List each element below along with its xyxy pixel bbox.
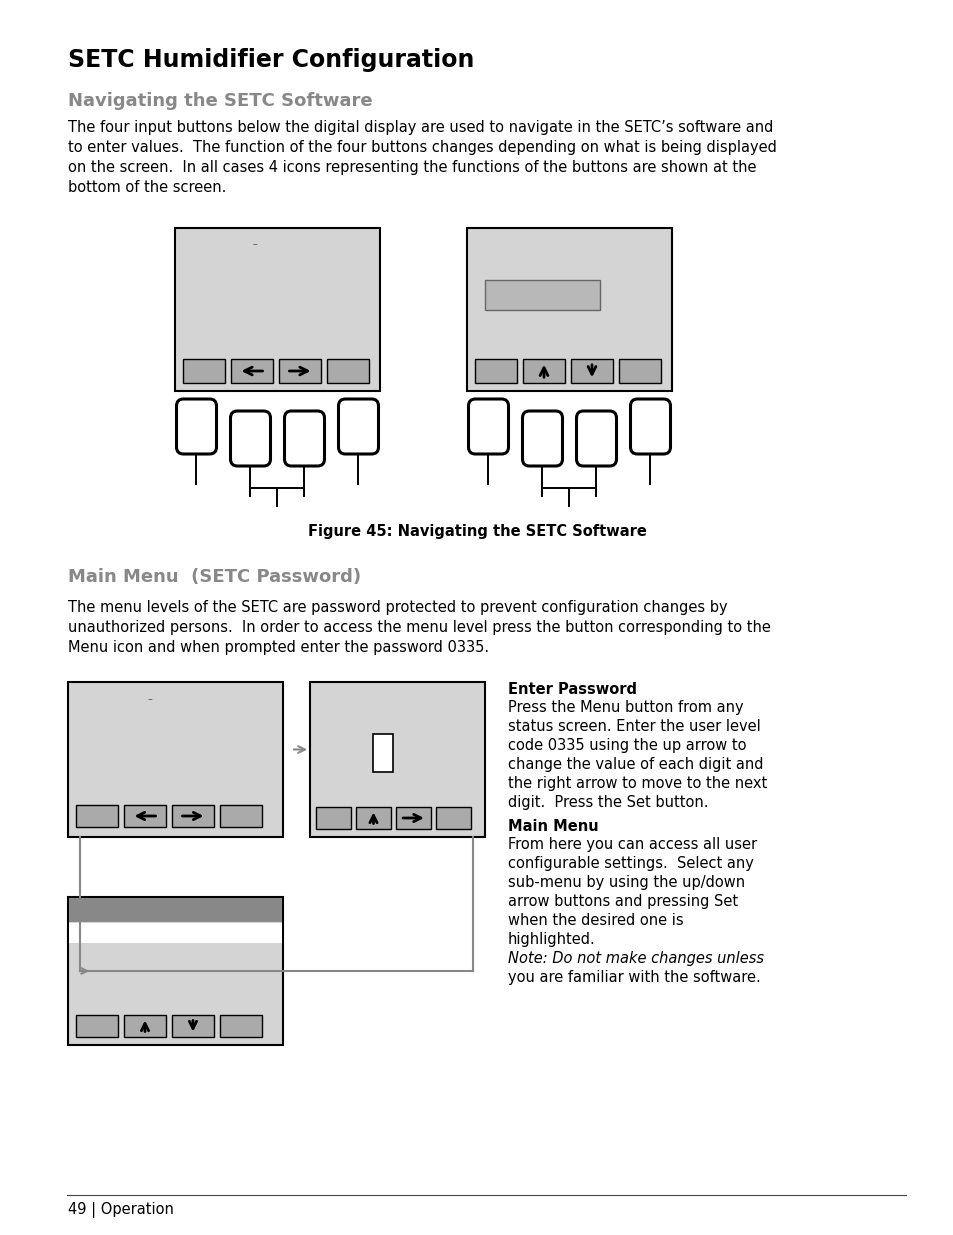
Bar bbox=[220, 1015, 262, 1037]
Bar bbox=[69, 898, 282, 923]
Text: configurable settings.  Select any: configurable settings. Select any bbox=[507, 856, 753, 871]
Bar bbox=[220, 805, 262, 827]
Bar bbox=[522, 359, 564, 383]
Text: SETC Humidifier Configuration: SETC Humidifier Configuration bbox=[68, 48, 474, 72]
Text: –: – bbox=[148, 694, 152, 704]
Bar bbox=[395, 806, 431, 829]
FancyBboxPatch shape bbox=[468, 399, 508, 454]
Text: status screen. Enter the user level: status screen. Enter the user level bbox=[507, 719, 760, 734]
Bar bbox=[68, 682, 283, 837]
Text: The menu levels of the SETC are password protected to prevent configuration chan: The menu levels of the SETC are password… bbox=[68, 600, 727, 615]
Bar bbox=[172, 805, 213, 827]
Text: you are familiar with the software.: you are familiar with the software. bbox=[507, 969, 760, 986]
Bar bbox=[172, 1015, 213, 1037]
Text: highlighted.: highlighted. bbox=[507, 932, 595, 947]
Bar bbox=[278, 359, 320, 383]
FancyBboxPatch shape bbox=[231, 411, 271, 466]
Bar bbox=[68, 897, 283, 1045]
Text: sub-menu by using the up/down: sub-menu by using the up/down bbox=[507, 876, 744, 890]
Bar bbox=[124, 1015, 166, 1037]
Text: Enter Password: Enter Password bbox=[507, 682, 637, 697]
FancyBboxPatch shape bbox=[176, 399, 216, 454]
Text: Menu icon and when prompted enter the password 0335.: Menu icon and when prompted enter the pa… bbox=[68, 640, 489, 655]
Bar bbox=[310, 682, 484, 837]
Bar bbox=[76, 805, 118, 827]
Bar bbox=[231, 359, 273, 383]
Bar bbox=[373, 734, 393, 772]
Text: Main Menu  (SETC Password): Main Menu (SETC Password) bbox=[68, 568, 361, 585]
Bar bbox=[76, 1015, 118, 1037]
FancyBboxPatch shape bbox=[284, 411, 324, 466]
Text: Navigating the SETC Software: Navigating the SETC Software bbox=[68, 91, 373, 110]
Text: 49 | Operation: 49 | Operation bbox=[68, 1202, 173, 1218]
Bar bbox=[618, 359, 660, 383]
Bar bbox=[571, 359, 613, 383]
Bar bbox=[484, 280, 599, 310]
Bar bbox=[124, 805, 166, 827]
FancyBboxPatch shape bbox=[630, 399, 670, 454]
Text: code 0335 using the up arrow to: code 0335 using the up arrow to bbox=[507, 739, 745, 753]
Bar bbox=[183, 359, 225, 383]
Text: on the screen.  In all cases 4 icons representing the functions of the buttons a: on the screen. In all cases 4 icons repr… bbox=[68, 161, 756, 175]
Text: The four input buttons below the digital display are used to navigate in the SET: The four input buttons below the digital… bbox=[68, 120, 773, 135]
Text: unauthorized persons.  In order to access the menu level press the button corres: unauthorized persons. In order to access… bbox=[68, 620, 770, 635]
Text: Press the Menu button from any: Press the Menu button from any bbox=[507, 700, 742, 715]
Bar bbox=[69, 923, 282, 944]
Text: the right arrow to move to the next: the right arrow to move to the next bbox=[507, 776, 766, 790]
Text: digit.  Press the Set button.: digit. Press the Set button. bbox=[507, 795, 708, 810]
Text: From here you can access all user: From here you can access all user bbox=[507, 837, 757, 852]
Text: Note: Do not make changes unless: Note: Do not make changes unless bbox=[507, 951, 763, 966]
Text: to enter values.  The function of the four buttons changes depending on what is : to enter values. The function of the fou… bbox=[68, 140, 776, 156]
FancyBboxPatch shape bbox=[576, 411, 616, 466]
Bar bbox=[174, 228, 379, 391]
Text: Main Menu: Main Menu bbox=[507, 819, 598, 834]
Bar bbox=[436, 806, 471, 829]
Text: Figure 45: Navigating the SETC Software: Figure 45: Navigating the SETC Software bbox=[307, 524, 646, 538]
Text: bottom of the screen.: bottom of the screen. bbox=[68, 180, 226, 195]
Text: –: – bbox=[253, 240, 257, 249]
Bar bbox=[315, 806, 351, 829]
Text: when the desired one is: when the desired one is bbox=[507, 913, 683, 927]
Bar bbox=[475, 359, 517, 383]
Text: change the value of each digit and: change the value of each digit and bbox=[507, 757, 762, 772]
Bar bbox=[327, 359, 369, 383]
Bar bbox=[355, 806, 391, 829]
FancyBboxPatch shape bbox=[522, 411, 562, 466]
FancyBboxPatch shape bbox=[338, 399, 378, 454]
Bar bbox=[467, 228, 671, 391]
Text: arrow buttons and pressing Set: arrow buttons and pressing Set bbox=[507, 894, 738, 909]
